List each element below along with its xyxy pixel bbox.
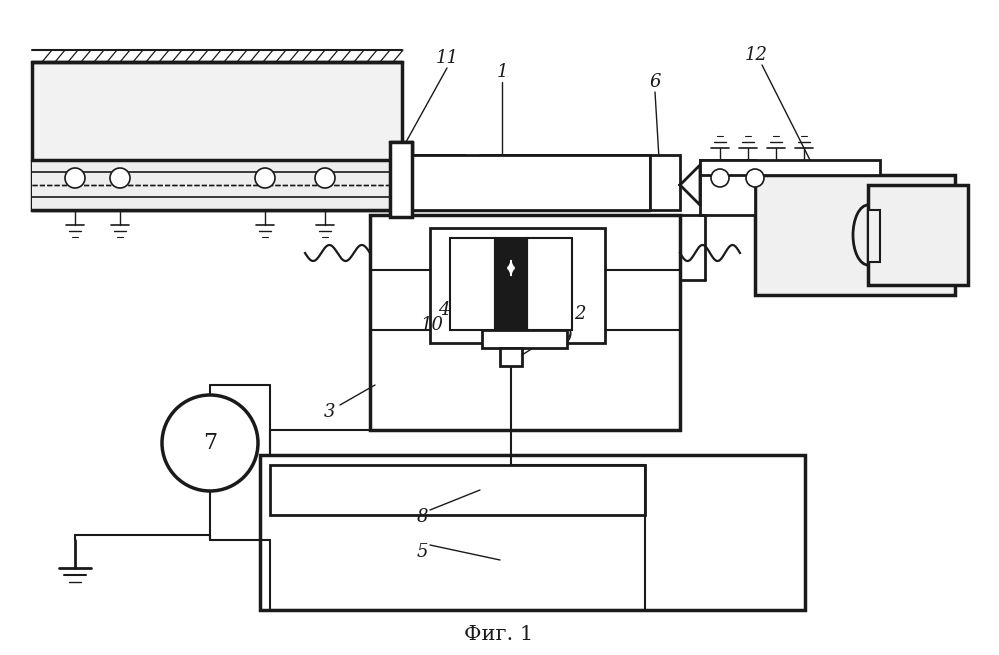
Text: 2: 2	[574, 305, 585, 323]
Bar	[700, 160, 755, 215]
Bar	[700, 160, 880, 175]
Text: 1: 1	[497, 63, 507, 81]
Bar	[482, 330, 567, 348]
Bar	[450, 238, 495, 330]
Circle shape	[315, 168, 335, 188]
Bar	[868, 210, 880, 262]
Text: 6: 6	[649, 73, 660, 91]
Circle shape	[65, 168, 85, 188]
Text: 10: 10	[421, 316, 444, 334]
Bar	[868, 185, 968, 285]
Text: 7: 7	[203, 432, 217, 454]
Bar	[32, 62, 402, 210]
Text: 9: 9	[560, 329, 571, 347]
Text: 5: 5	[417, 543, 428, 561]
Bar	[412, 155, 650, 210]
Bar	[270, 465, 645, 515]
Circle shape	[746, 169, 764, 187]
Text: 8: 8	[417, 508, 428, 526]
Bar	[650, 155, 680, 210]
Bar	[500, 348, 522, 366]
Text: 4: 4	[439, 301, 450, 319]
Bar	[755, 175, 955, 295]
Circle shape	[110, 168, 130, 188]
Bar	[260, 455, 805, 610]
Text: Фиг. 1: Фиг. 1	[465, 626, 533, 645]
Polygon shape	[680, 165, 700, 205]
Bar	[430, 228, 605, 343]
Bar	[527, 238, 572, 330]
Bar	[370, 215, 680, 430]
Text: 12: 12	[744, 46, 767, 64]
Bar	[495, 238, 527, 330]
Circle shape	[255, 168, 275, 188]
Bar	[495, 238, 527, 330]
Circle shape	[711, 169, 729, 187]
Text: 11: 11	[436, 49, 459, 67]
Text: 3: 3	[325, 403, 336, 421]
Bar	[32, 160, 402, 210]
Bar	[390, 142, 412, 217]
Circle shape	[162, 395, 258, 491]
